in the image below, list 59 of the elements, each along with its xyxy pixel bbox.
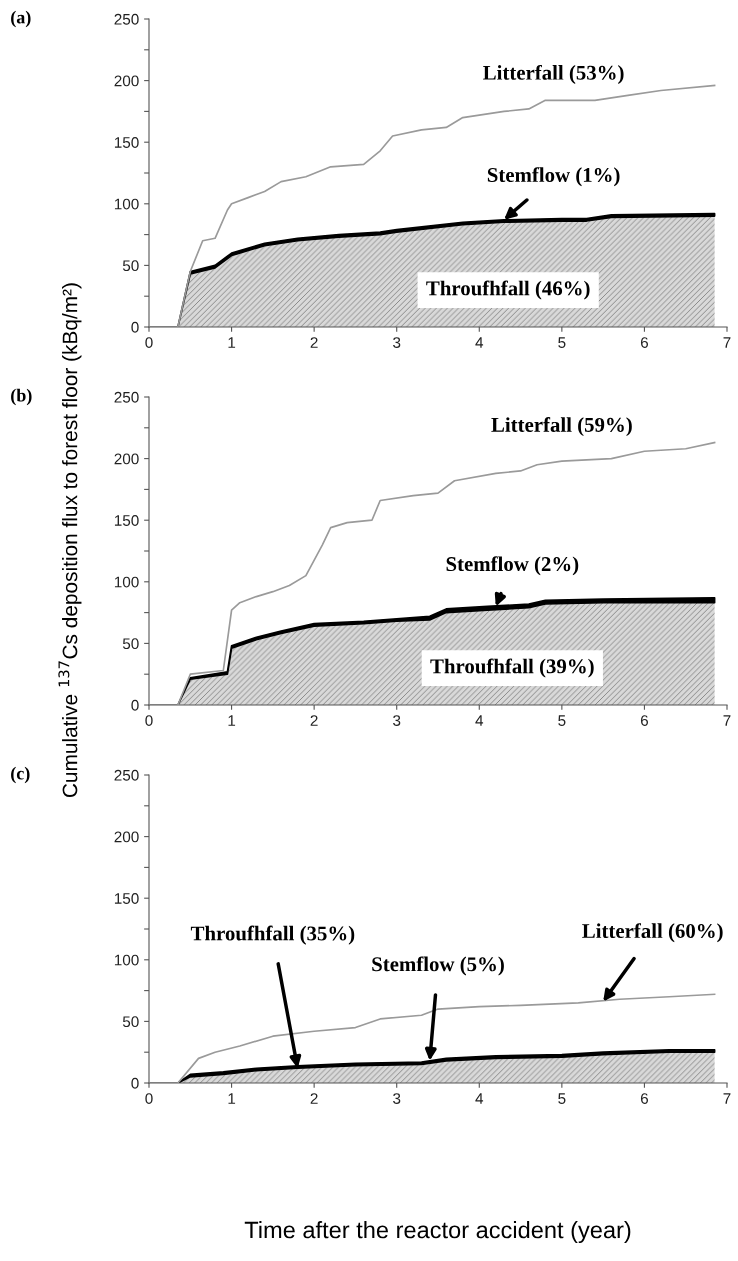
y-tick-label: 0	[131, 1077, 139, 1089]
y-axis-title: Cumulative $^{137}$Cs deposition flux to forest floor (kBq/m²)	[58, 283, 82, 798]
annotation: Stemflow (2%)	[446, 556, 579, 576]
x-tick-label: 7	[723, 715, 731, 726]
x-tick-label: 2	[310, 1093, 318, 1104]
y-tick-label: 150	[114, 893, 139, 904]
x-tick-label: 4	[475, 1093, 484, 1104]
x-tick-label: 5	[558, 1093, 566, 1104]
annotation: Litterfall (60%)	[582, 923, 723, 943]
x-tick-label: 1	[228, 1093, 236, 1104]
y-tick-label: 100	[114, 198, 139, 210]
y-tick-label: 0	[131, 699, 139, 711]
line-series	[149, 84, 716, 327]
x-tick-label: 3	[393, 715, 401, 726]
line-series	[149, 993, 716, 1083]
y-tick-label: 250	[114, 391, 139, 403]
x-axis-title: Time after the reactor accident (year)	[244, 1220, 631, 1244]
x-tick-label: 2	[310, 337, 318, 348]
x-tick-label: 3	[393, 1093, 401, 1104]
annotation: Stemflow (1%)	[487, 167, 620, 187]
y-tick-label: 200	[114, 453, 139, 465]
y-tick-label: 50	[122, 1016, 139, 1028]
y-tick-label: 100	[114, 954, 139, 966]
y-tick-label: 150	[114, 515, 139, 526]
x-tick-label: 0	[145, 715, 153, 726]
y-tick-label: 50	[122, 260, 139, 272]
annotation: Stemflow (5%)	[372, 956, 504, 976]
annotation: Throufhfall (39%)	[430, 658, 594, 678]
x-tick-label: 3	[393, 337, 401, 348]
x-tick-label: 7	[723, 1093, 731, 1104]
x-tick-label: 1	[228, 715, 236, 726]
x-tick-label: 5	[558, 337, 566, 348]
line-series	[149, 441, 716, 705]
x-tick-label: 0	[145, 1093, 153, 1104]
chart-title: (b)	[11, 388, 32, 406]
x-tick-label: 6	[640, 337, 649, 348]
y-tick-label: 200	[114, 831, 139, 843]
annotation: Throufhfall (46%)	[426, 280, 590, 300]
x-tick-label: 0	[145, 337, 153, 348]
x-tick-label: 4	[475, 715, 484, 726]
annotation: Throufhfall (35%)	[190, 925, 355, 945]
chart-title: (c)	[11, 766, 30, 784]
x-tick-label: 6	[640, 715, 649, 726]
chart-title: (a)	[11, 10, 31, 28]
y-tick-label: 200	[114, 75, 139, 87]
x-tick-label: 4	[475, 337, 484, 348]
x-tick-label: 7	[723, 337, 731, 348]
y-tick-label: 250	[114, 769, 139, 781]
y-tick-label: 150	[114, 137, 139, 148]
x-tick-label: 5	[558, 715, 566, 726]
y-tick-label: 100	[114, 576, 139, 588]
annotation: Litterfall (53%)	[483, 64, 624, 84]
y-tick-label: 0	[131, 321, 139, 333]
y-tick-label: 250	[114, 13, 139, 25]
y-tick-label: 50	[122, 638, 139, 650]
x-tick-label: 1	[228, 337, 236, 348]
x-tick-label: 6	[640, 1093, 649, 1104]
annotation: Litterfall (59%)	[491, 417, 632, 437]
x-tick-label: 2	[310, 715, 318, 726]
